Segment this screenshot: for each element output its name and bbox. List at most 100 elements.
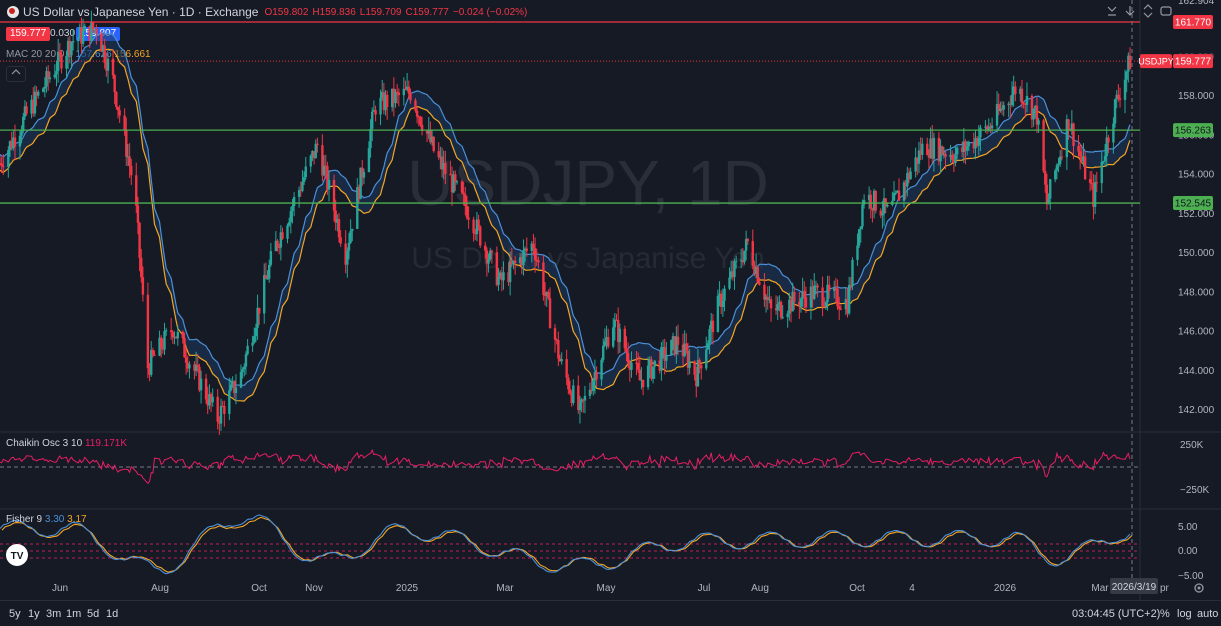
candle	[646, 356, 650, 390]
candle	[425, 129, 429, 142]
time-tick: Nov	[305, 583, 323, 594]
candle	[454, 170, 457, 191]
candle	[258, 307, 261, 325]
candle	[43, 77, 47, 98]
candle	[181, 330, 184, 344]
candle	[535, 248, 538, 266]
candle	[33, 85, 37, 117]
candle	[221, 400, 224, 408]
log-toggle[interactable]: log	[1177, 608, 1192, 620]
expand-icon[interactable]	[1140, 4, 1156, 20]
candle	[163, 322, 166, 355]
candle	[660, 342, 663, 381]
candle	[671, 332, 675, 351]
fisher-legend[interactable]: Fisher 9 3.30 3.17	[6, 514, 87, 525]
candle	[321, 134, 324, 182]
candle	[263, 263, 266, 324]
candle	[658, 351, 661, 374]
candle	[1105, 126, 1108, 167]
percent-toggle[interactable]: %	[1160, 608, 1170, 620]
candle	[381, 79, 384, 101]
candle	[68, 35, 71, 64]
candle	[567, 374, 570, 395]
candle	[286, 223, 289, 244]
candle	[826, 275, 829, 311]
currency-flag-icon	[7, 6, 19, 18]
restore-icon[interactable]	[1158, 4, 1174, 20]
price-chart[interactable]: USDJPY, 1D US Dollar vs Japanise Yen 162…	[0, 0, 1221, 600]
candle	[351, 228, 354, 242]
candle	[929, 127, 932, 159]
candle	[123, 108, 126, 136]
settings-icon[interactable]	[1192, 581, 1206, 595]
hline-price-tag[interactable]	[1173, 196, 1213, 211]
candle	[60, 49, 63, 74]
symbol-legend[interactable]: US Dollar vs Japanese Yen · 1D · Exchang…	[0, 0, 1115, 24]
candle	[1030, 93, 1034, 128]
clock[interactable]: 03:04:45 (UTC+2)	[1072, 608, 1161, 620]
range-3m[interactable]: 3m	[46, 608, 62, 620]
candle	[907, 168, 911, 184]
time-badge: 2026/3/19	[1112, 582, 1157, 593]
range-1d[interactable]: 1d	[106, 608, 119, 620]
candle	[955, 145, 959, 160]
range-1m[interactable]: 1m	[66, 608, 82, 620]
open-value: O159.802	[264, 6, 309, 18]
time-tick: Jun	[52, 583, 68, 594]
candle	[128, 143, 131, 178]
candle	[276, 239, 279, 252]
candle	[673, 335, 676, 357]
candle	[322, 155, 326, 177]
hline-price-tag[interactable]	[1173, 123, 1213, 138]
chaikin-legend[interactable]: Chaikin Osc 3 10 119.171K	[6, 438, 127, 449]
candle	[555, 338, 558, 345]
fisher-trigger-line	[1, 516, 1133, 573]
range-5d[interactable]: 5d	[87, 608, 100, 620]
time-axis[interactable]: Jun Aug Oct Nov 2025 Mar May Jul Aug Oct 4 2026 Mar	[52, 583, 1109, 594]
candle	[548, 287, 552, 329]
range-5y[interactable]: 5y	[9, 608, 21, 620]
candle	[12, 130, 15, 151]
candle	[572, 379, 575, 406]
candle	[583, 385, 587, 414]
auto-toggle[interactable]: auto	[1197, 608, 1219, 620]
candle	[816, 283, 819, 298]
candle	[161, 338, 165, 354]
fisher-line	[0, 514, 1131, 575]
candle	[758, 277, 761, 286]
candle	[173, 331, 176, 345]
candle	[56, 39, 60, 83]
candle	[1049, 178, 1052, 210]
candle	[871, 207, 874, 223]
candle	[997, 93, 1000, 116]
candle	[1020, 79, 1024, 108]
hline-price-tag[interactable]	[1173, 15, 1213, 30]
candle	[837, 296, 841, 321]
sell-button[interactable]: 159.777	[6, 27, 51, 41]
candle	[164, 327, 168, 336]
time-tick: Oct	[251, 583, 267, 594]
horizontal-lines[interactable]	[0, 21, 1140, 204]
candle	[324, 154, 327, 179]
candle	[786, 310, 789, 328]
candle	[312, 151, 316, 165]
candle	[415, 106, 419, 124]
range-1y[interactable]: 1y	[28, 608, 40, 620]
candle	[650, 356, 653, 381]
candle	[512, 260, 515, 270]
candle	[116, 106, 120, 119]
candle	[791, 282, 794, 312]
candle	[37, 89, 40, 99]
hline-price-label: 156.263	[1175, 126, 1212, 137]
tradingview-logo-icon[interactable]: TV	[6, 544, 28, 566]
candle	[1067, 118, 1070, 140]
candle	[754, 253, 758, 279]
symbol-title[interactable]: US Dollar vs Japanese Yen · 1D · Exchang…	[23, 5, 259, 19]
candle	[560, 352, 563, 365]
candle	[849, 277, 853, 291]
collapse-icon[interactable]	[1104, 4, 1120, 20]
collapse-legend-button[interactable]	[6, 66, 26, 82]
candle	[450, 166, 454, 206]
arrow-down-icon[interactable]	[1122, 4, 1138, 20]
price-axis[interactable]: 162.904158.000156.000154.000152.000150.0…	[1138, 0, 1214, 416]
